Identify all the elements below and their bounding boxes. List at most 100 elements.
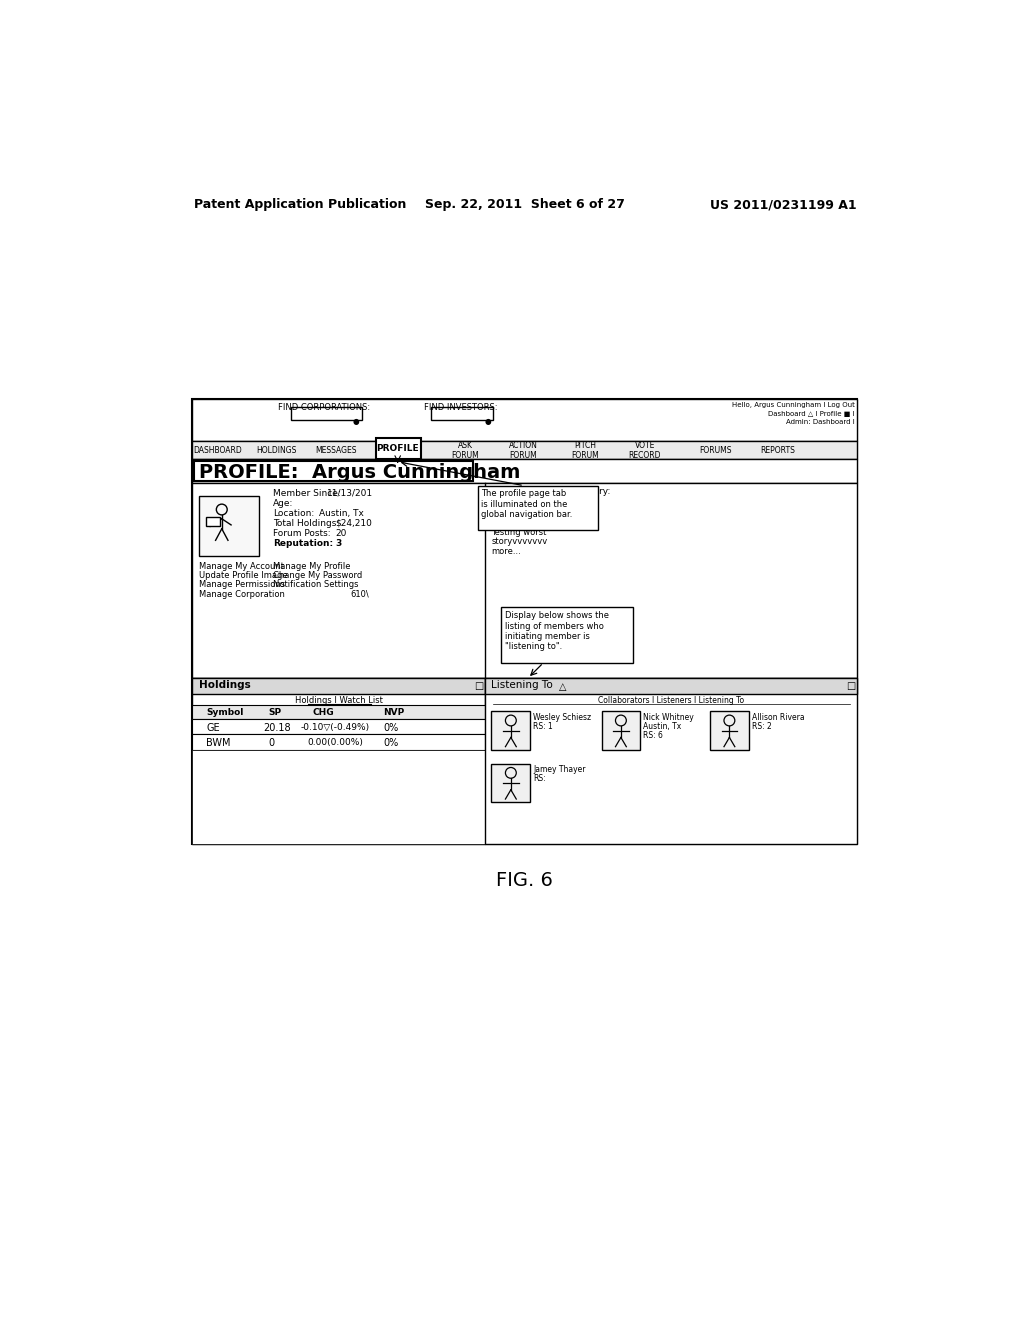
Text: 11/13/201: 11/13/201 bbox=[328, 488, 374, 498]
Text: △: △ bbox=[559, 682, 566, 692]
Text: 0.00(0.00%): 0.00(0.00%) bbox=[307, 738, 362, 747]
Text: SP: SP bbox=[268, 708, 282, 717]
Bar bbox=[477, 486, 598, 531]
Text: 20: 20 bbox=[335, 529, 346, 537]
Text: ●: ● bbox=[352, 417, 359, 426]
Text: Notification Settings: Notification Settings bbox=[273, 581, 358, 589]
Text: 610\: 610\ bbox=[350, 590, 370, 598]
Text: Manage Permissions: Manage Permissions bbox=[199, 581, 285, 589]
Text: PITCH
FORUM: PITCH FORUM bbox=[571, 441, 599, 459]
Bar bbox=[194, 461, 473, 480]
Text: Jamey Thayer: Jamey Thayer bbox=[534, 766, 586, 774]
Text: Collaborators I Listeners I Listening To: Collaborators I Listeners I Listening To bbox=[598, 696, 744, 705]
Bar bbox=[501, 607, 633, 663]
Text: -0.10▽(-0.49%): -0.10▽(-0.49%) bbox=[301, 723, 370, 731]
Text: Testing worst: Testing worst bbox=[492, 528, 547, 537]
Text: FIG. 6: FIG. 6 bbox=[497, 871, 553, 890]
Text: MESSAGES: MESSAGES bbox=[315, 446, 356, 454]
Text: Forum Posts:: Forum Posts: bbox=[273, 529, 331, 537]
Text: Age:: Age: bbox=[273, 499, 293, 508]
Bar bbox=[193, 678, 485, 693]
Text: 3: 3 bbox=[335, 539, 341, 548]
Bar bbox=[193, 483, 857, 678]
Bar bbox=[492, 763, 530, 803]
Text: Symbol: Symbol bbox=[206, 708, 244, 717]
Text: □: □ bbox=[474, 681, 483, 692]
Bar bbox=[193, 734, 485, 750]
Text: RS: 2: RS: 2 bbox=[752, 722, 772, 731]
Text: Austin, Tx: Austin, Tx bbox=[643, 722, 682, 731]
Bar bbox=[431, 407, 493, 420]
Text: DASHBOARD: DASHBOARD bbox=[193, 446, 242, 454]
Text: 0%: 0% bbox=[383, 738, 398, 748]
Text: Admin: Dashboard I: Admin: Dashboard I bbox=[786, 418, 855, 425]
Text: Allison Rivera: Allison Rivera bbox=[752, 713, 805, 722]
Text: 0: 0 bbox=[268, 738, 274, 748]
Text: Hello, Argus Cunningham I Log Out: Hello, Argus Cunningham I Log Out bbox=[732, 403, 855, 408]
Text: FORUMS: FORUMS bbox=[699, 446, 732, 454]
Text: Total Holdings:: Total Holdings: bbox=[273, 519, 339, 528]
Text: more...: more... bbox=[492, 507, 521, 516]
Text: Manage My Account: Manage My Account bbox=[199, 562, 284, 570]
Text: ASK
FORUM: ASK FORUM bbox=[452, 441, 479, 459]
Text: RS: 6: RS: 6 bbox=[643, 731, 664, 741]
Text: $24,210: $24,210 bbox=[335, 519, 372, 528]
Text: Wesley Schiesz: Wesley Schiesz bbox=[534, 713, 592, 722]
Text: FIND CORPORATIONS:: FIND CORPORATIONS: bbox=[278, 404, 370, 412]
Text: Holdings: Holdings bbox=[199, 681, 250, 690]
Text: storyvvvvvvv: storyvvvvvvv bbox=[492, 537, 548, 546]
Bar bbox=[193, 441, 857, 459]
Bar bbox=[492, 711, 530, 750]
Text: Testing best story: Testing best story bbox=[492, 498, 566, 506]
Text: PROFILE: PROFILE bbox=[377, 445, 419, 453]
Bar bbox=[193, 399, 857, 441]
Text: FIND INVESTORS:: FIND INVESTORS: bbox=[425, 404, 498, 412]
Bar bbox=[485, 678, 857, 843]
Text: 0%: 0% bbox=[383, 723, 398, 733]
Bar bbox=[193, 719, 485, 734]
Text: Sep. 22, 2011  Sheet 6 of 27: Sep. 22, 2011 Sheet 6 of 27 bbox=[425, 198, 625, 211]
Text: more...: more... bbox=[492, 548, 521, 556]
Text: Dashboard △ I Profile ■ I: Dashboard △ I Profile ■ I bbox=[768, 411, 855, 417]
Bar bbox=[710, 711, 749, 750]
Bar bbox=[485, 678, 857, 693]
Text: BWM: BWM bbox=[206, 738, 230, 748]
Bar bbox=[193, 399, 857, 843]
Text: REPORTS: REPORTS bbox=[760, 446, 795, 454]
Text: CHG: CHG bbox=[312, 708, 334, 717]
Text: PROFILE:  Argus Cunningham: PROFILE: Argus Cunningham bbox=[199, 463, 520, 482]
Text: Reputation:: Reputation: bbox=[273, 539, 333, 548]
Text: The profile page tab
is illuminated on the
global navigation bar.: The profile page tab is illuminated on t… bbox=[481, 490, 572, 519]
Bar bbox=[193, 750, 485, 843]
Bar bbox=[206, 517, 220, 527]
Text: Nick Whitney: Nick Whitney bbox=[643, 713, 694, 722]
Text: NVP: NVP bbox=[383, 708, 404, 717]
Text: Holdings I Watch List: Holdings I Watch List bbox=[295, 696, 383, 705]
Text: RS: 1: RS: 1 bbox=[534, 722, 553, 731]
Text: My Worst Investment: My Worst Investment bbox=[492, 517, 588, 527]
Text: Listening To: Listening To bbox=[492, 681, 553, 690]
Text: ●: ● bbox=[484, 417, 490, 426]
Text: My Best Investment Story:: My Best Investment Story: bbox=[492, 487, 611, 496]
Text: Update Profile Image: Update Profile Image bbox=[199, 572, 287, 579]
Text: RS:: RS: bbox=[534, 775, 546, 783]
Text: Location:: Location: bbox=[273, 508, 314, 517]
Bar bbox=[291, 407, 362, 420]
Text: Display below shows the
listing of members who
initiating member is
"listening t: Display below shows the listing of membe… bbox=[505, 611, 608, 651]
Bar bbox=[376, 438, 421, 459]
Text: Member Since:: Member Since: bbox=[273, 488, 341, 498]
Text: GE: GE bbox=[206, 723, 220, 733]
Bar bbox=[193, 459, 857, 483]
Text: Patent Application Publication: Patent Application Publication bbox=[194, 198, 407, 211]
Text: VOTE
RECORD: VOTE RECORD bbox=[629, 441, 662, 459]
Bar bbox=[193, 705, 485, 719]
Text: 20.18: 20.18 bbox=[263, 723, 291, 733]
Text: US 2011/0231199 A1: US 2011/0231199 A1 bbox=[710, 198, 856, 211]
Text: Austin, Tx: Austin, Tx bbox=[319, 508, 365, 517]
Bar bbox=[601, 711, 640, 750]
Text: □: □ bbox=[846, 681, 855, 692]
Text: Manage Corporation: Manage Corporation bbox=[199, 590, 285, 598]
Text: Manage My Profile: Manage My Profile bbox=[273, 562, 350, 570]
Text: ACTION
FORUM: ACTION FORUM bbox=[509, 441, 538, 459]
Text: HOLDINGS: HOLDINGS bbox=[257, 446, 297, 454]
